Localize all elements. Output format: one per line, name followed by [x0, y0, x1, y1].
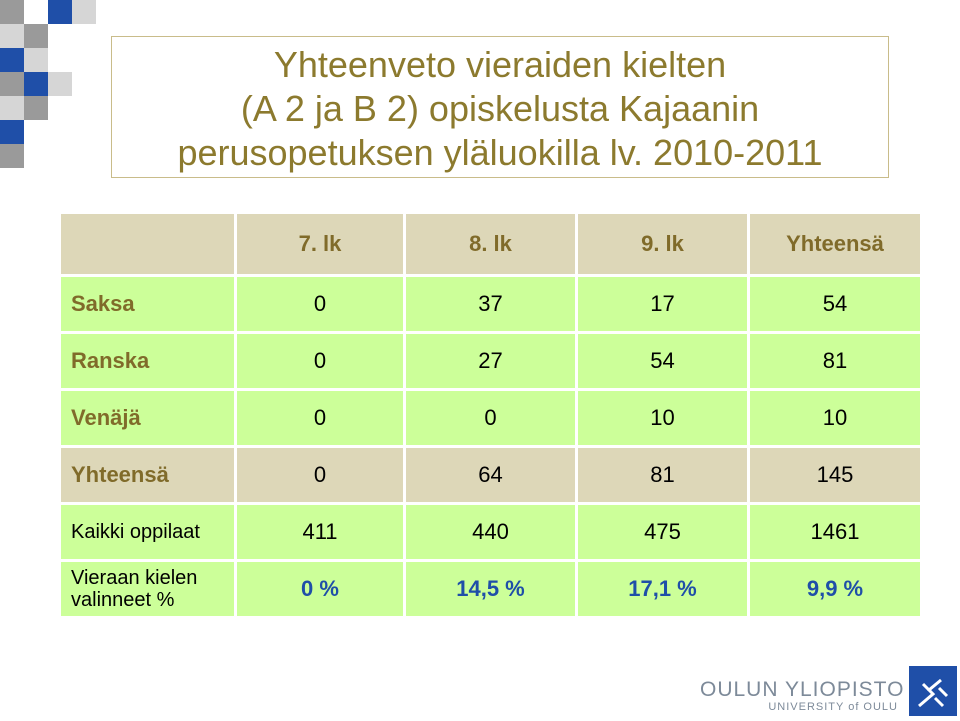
deco-square [0, 0, 24, 24]
header-cell-grade-7: 7. lk [234, 211, 406, 277]
table-cell: 37 [403, 274, 578, 334]
header-cell-grade-9: 9. lk [575, 211, 750, 277]
deco-square [48, 72, 72, 96]
table-cell: 81 [575, 445, 750, 505]
row-label: Yhteensä [58, 445, 237, 505]
table-cell: 81 [747, 331, 923, 391]
deco-square [0, 144, 24, 168]
university-subtitle: UNIVERSITY of OULU [768, 701, 898, 713]
header-cell-total: Yhteensä [747, 211, 923, 277]
row-label-line-1: Vieraan kielen [71, 567, 198, 589]
deco-square [0, 120, 24, 144]
table-header-row: 7. lk 8. lk 9. lk Yhteensä [58, 211, 923, 277]
table-cell: 0 % [234, 559, 406, 619]
table-cell: 27 [403, 331, 578, 391]
header-cell-empty [58, 211, 237, 277]
table-row-all-students: Kaikki oppilaat 411 440 475 1461 [58, 502, 923, 562]
deco-square [48, 0, 72, 24]
row-label: Venäjä [58, 388, 237, 448]
table-cell: 54 [575, 331, 750, 391]
table-cell: 10 [575, 388, 750, 448]
language-study-table: 7. lk 8. lk 9. lk Yhteensä Saksa 0 37 17… [58, 211, 923, 619]
table-cell: 0 [234, 274, 406, 334]
deco-square [24, 96, 48, 120]
table-cell: 0 [234, 331, 406, 391]
university-emblem-icon [909, 666, 957, 716]
table-cell: 0 [403, 388, 578, 448]
table-cell: 440 [403, 502, 578, 562]
table-cell: 10 [747, 388, 923, 448]
table-row-saksa: Saksa 0 37 17 54 [58, 274, 923, 334]
table-cell: 64 [403, 445, 578, 505]
row-label: Kaikki oppilaat [58, 502, 237, 562]
table-cell: 17 [575, 274, 750, 334]
deco-square [0, 72, 24, 96]
table-row-total: Yhteensä 0 64 81 145 [58, 445, 923, 505]
row-label: Vieraan kielen valinneet % [58, 559, 237, 619]
row-label-line-2: valinneet % [71, 589, 175, 611]
deco-square [24, 72, 48, 96]
table-row-venaja: Venäjä 0 0 10 10 [58, 388, 923, 448]
table-cell: 54 [747, 274, 923, 334]
table-row-percent: Vieraan kielen valinneet % 0 % 14,5 % 17… [58, 559, 923, 619]
slide-title-line-2: (A 2 ja B 2) opiskelusta Kajaanin [240, 88, 760, 129]
deco-square [0, 48, 24, 72]
slide-title-line-1: Yhteenveto vieraiden kielten [273, 44, 727, 85]
deco-square [0, 96, 24, 120]
table-cell: 14,5 % [403, 559, 578, 619]
table-cell: 145 [747, 445, 923, 505]
table-row-ranska: Ranska 0 27 54 81 [58, 331, 923, 391]
table-cell: 0 [234, 445, 406, 505]
deco-square [0, 24, 24, 48]
table-cell: 0 [234, 388, 406, 448]
deco-square [24, 24, 48, 48]
deco-square [24, 48, 48, 72]
header-cell-grade-8: 8. lk [403, 211, 578, 277]
row-label: Ranska [58, 331, 237, 391]
table-cell: 9,9 % [747, 559, 923, 619]
row-label: Saksa [58, 274, 237, 334]
table-cell: 411 [234, 502, 406, 562]
slide-title-line-3: perusopetuksen yläluokilla lv. 2010-2011 [177, 132, 823, 173]
table-cell: 1461 [747, 502, 923, 562]
deco-square [72, 0, 96, 24]
table-cell: 475 [575, 502, 750, 562]
deco-square [24, 0, 48, 24]
table-cell: 17,1 % [575, 559, 750, 619]
university-name: OULUN YLIOPISTO [700, 678, 905, 701]
slide-title-box: Yhteenveto vieraiden kielten (A 2 ja B 2… [111, 36, 889, 178]
